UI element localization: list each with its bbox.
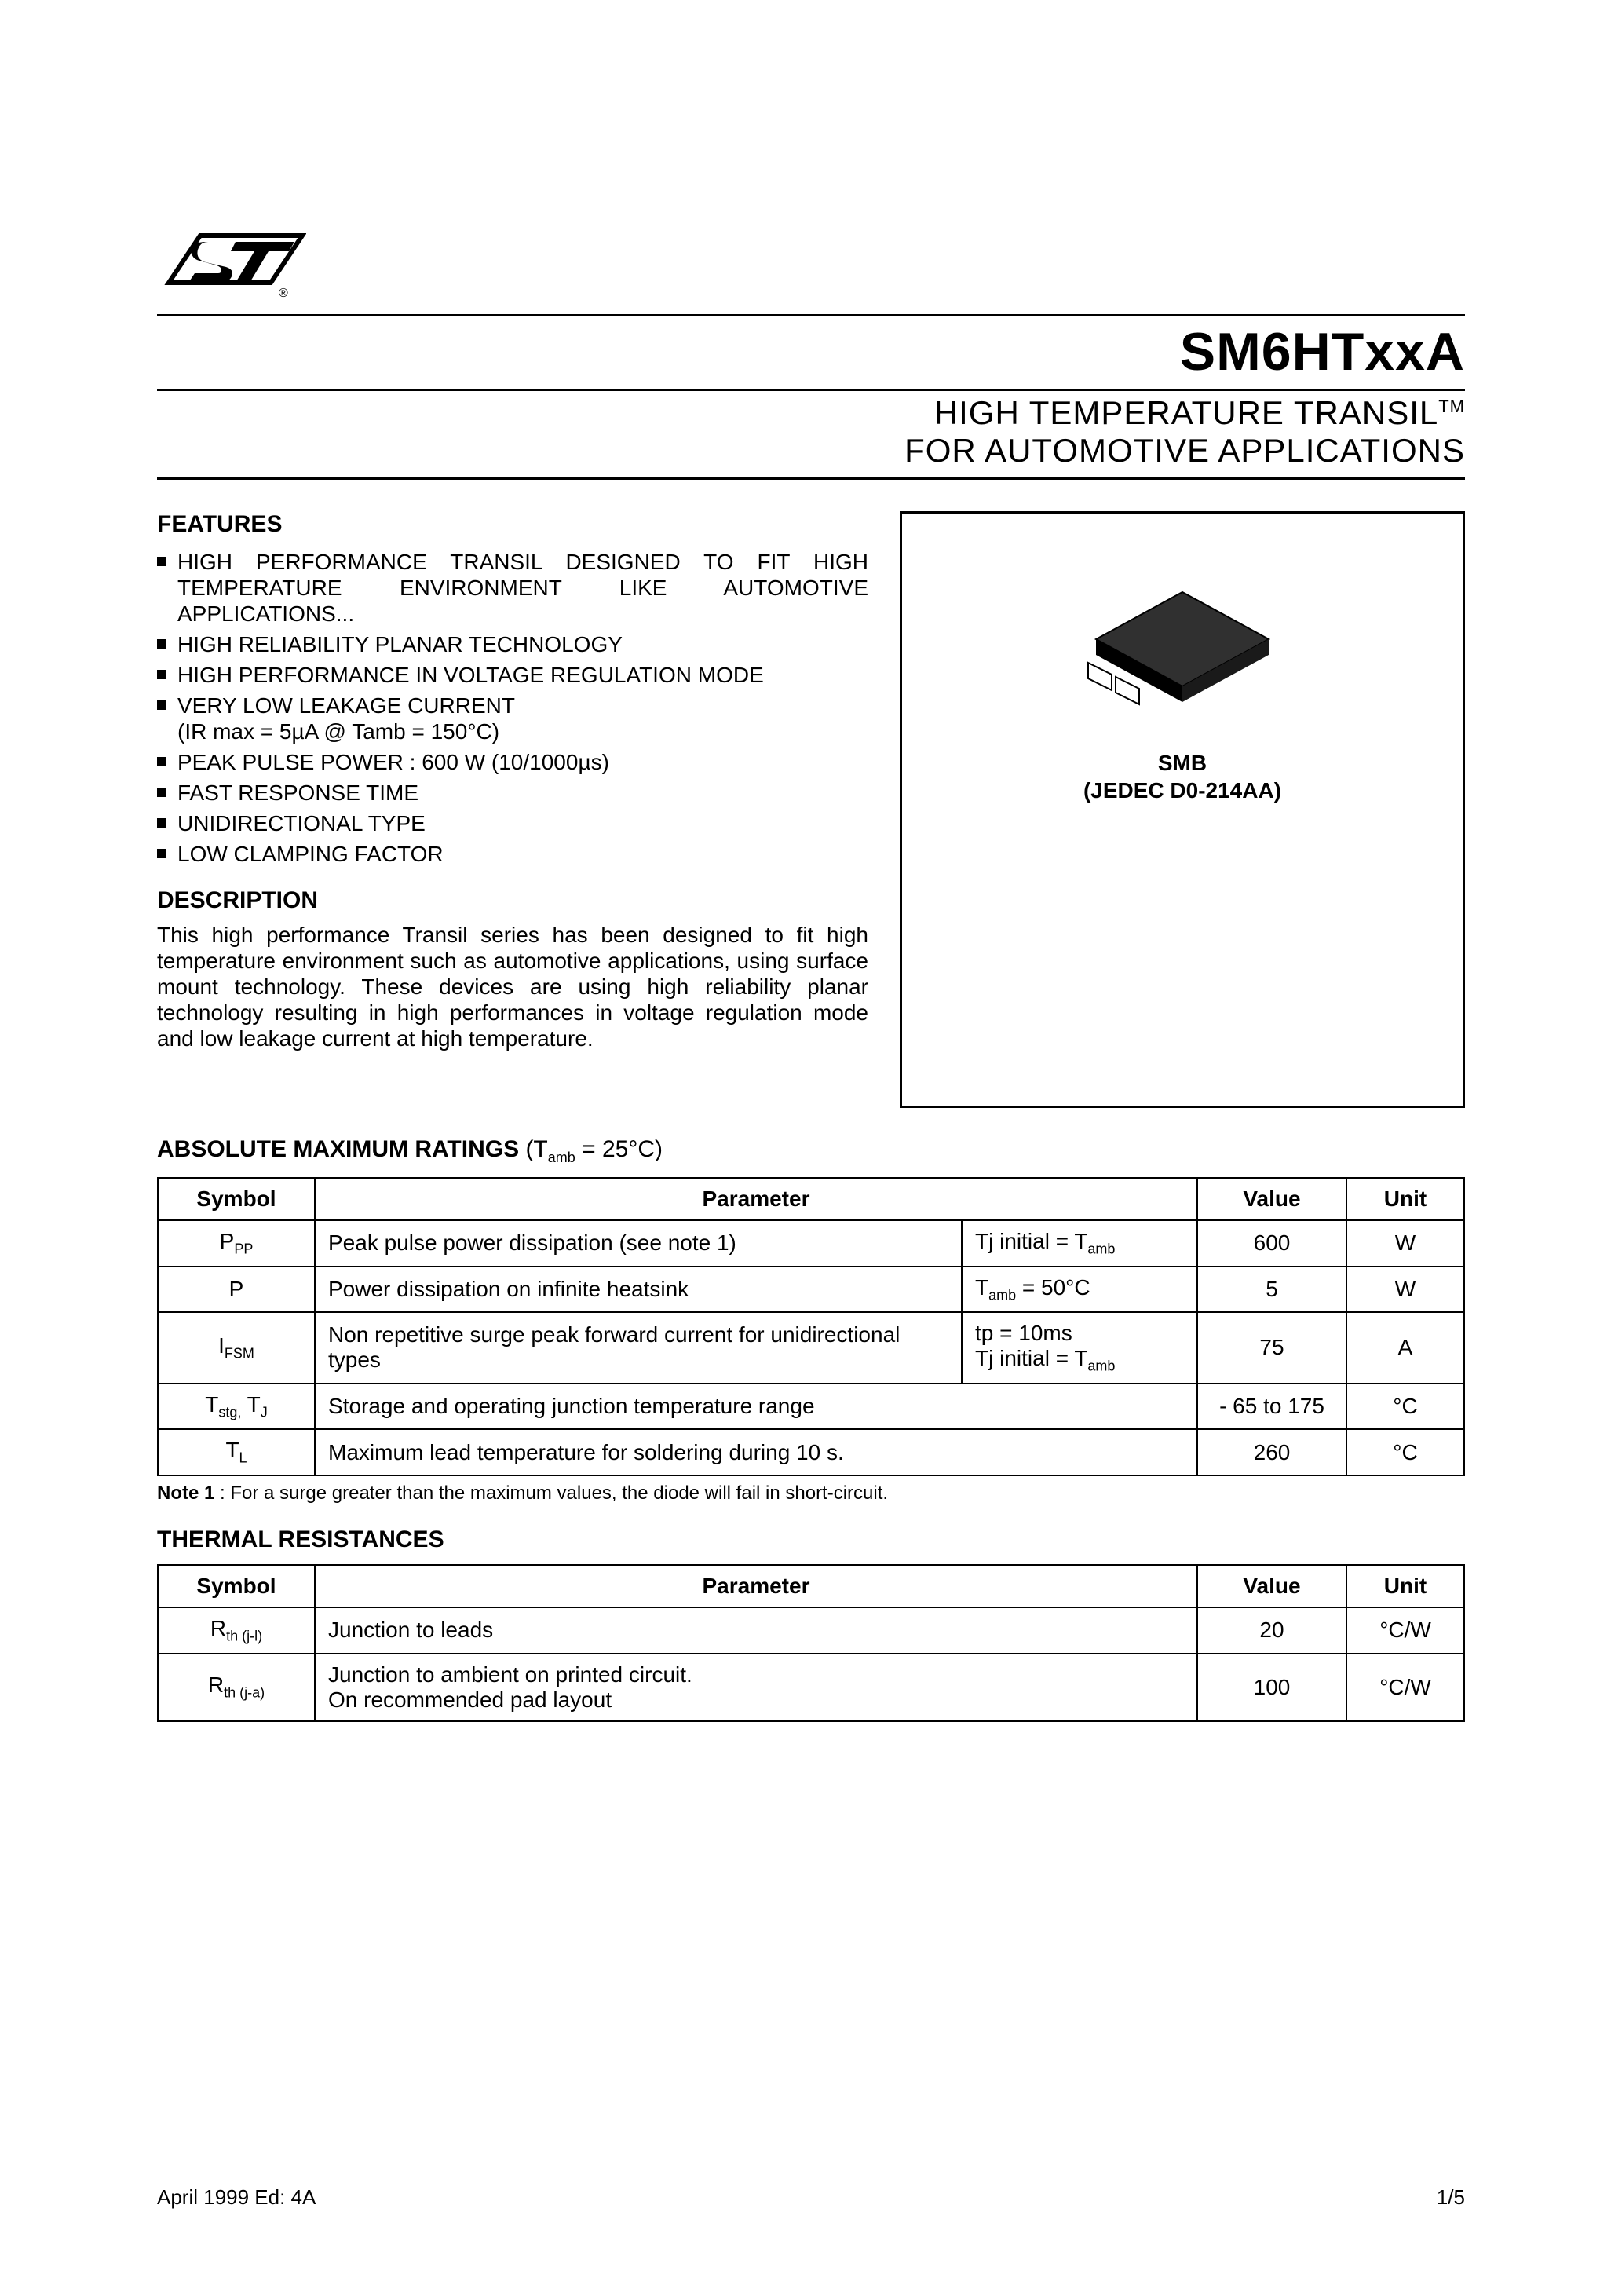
col-symbol: Symbol xyxy=(158,1178,315,1220)
cell-unit: °C xyxy=(1346,1384,1464,1430)
cell-cond: Tamb = 50°C xyxy=(962,1267,1197,1313)
cell-symbol: TL xyxy=(158,1429,315,1475)
part-number: SM6HTxxA xyxy=(157,321,1465,382)
package-name: SMB xyxy=(1083,749,1281,777)
description-heading: DESCRIPTION xyxy=(157,887,868,914)
col-symbol: Symbol xyxy=(158,1565,315,1607)
smb-package-icon xyxy=(1072,576,1292,733)
feature-item: FAST RESPONSE TIME xyxy=(157,780,868,806)
cell-unit: °C/W xyxy=(1346,1607,1464,1654)
cell-value: 600 xyxy=(1197,1220,1346,1267)
cell-param: Storage and operating junction temperatu… xyxy=(315,1384,1197,1430)
cell-param: Non repetitive surge peak forward curren… xyxy=(315,1312,962,1384)
subtitle-text-1: HIGH TEMPERATURE TRANSIL xyxy=(934,394,1438,431)
feature-item: UNIDIRECTIONAL TYPE xyxy=(157,810,868,836)
cell-cond: tp = 10msTj initial = Tamb xyxy=(962,1312,1197,1384)
cell-value: 100 xyxy=(1197,1654,1346,1721)
registered-icon: ® xyxy=(279,287,288,300)
cell-unit: °C/W xyxy=(1346,1654,1464,1721)
table-row: P Power dissipation on infinite heatsink… xyxy=(158,1267,1464,1313)
left-column: FEATURES HIGH PERFORMANCE TRANSIL DESIGN… xyxy=(157,511,868,1108)
feature-item: HIGH PERFORMANCE IN VOLTAGE REGULATION M… xyxy=(157,662,868,688)
cell-symbol: IFSM xyxy=(158,1312,315,1384)
ratings-condition: (Tamb = 25°C) xyxy=(525,1136,663,1162)
feature-item: LOW CLAMPING FACTOR xyxy=(157,841,868,867)
table-header-row: Symbol Parameter Value Unit xyxy=(158,1565,1464,1607)
table-row: TL Maximum lead temperature for solderin… xyxy=(158,1429,1464,1475)
right-column: SMB (JEDEC D0-214AA) xyxy=(900,511,1465,1108)
features-list: HIGH PERFORMANCE TRANSIL DESIGNED TO FIT… xyxy=(157,549,868,867)
feature-text: VERY LOW LEAKAGE CURRENT (IR max = 5µA @… xyxy=(177,693,515,744)
cell-param: Junction to leads xyxy=(315,1607,1197,1654)
table-row: PPP Peak pulse power dissipation (see no… xyxy=(158,1220,1464,1267)
package-box: SMB (JEDEC D0-214AA) xyxy=(900,511,1465,1108)
cell-value: 20 xyxy=(1197,1607,1346,1654)
cell-unit: A xyxy=(1346,1312,1464,1384)
cell-value: - 65 to 175 xyxy=(1197,1384,1346,1430)
thermal-table: Symbol Parameter Value Unit Rth (j-l) Ju… xyxy=(157,1564,1465,1722)
cell-symbol: Rth (j-l) xyxy=(158,1607,315,1654)
cell-symbol: PPP xyxy=(158,1220,315,1267)
logo-block: ® xyxy=(157,228,306,310)
table-header-row: Symbol Parameter Value Unit xyxy=(158,1178,1464,1220)
cell-symbol: P xyxy=(158,1267,315,1313)
ratings-heading-text: ABSOLUTE MAXIMUM RATINGS xyxy=(157,1136,519,1162)
col-value: Value xyxy=(1197,1178,1346,1220)
cell-value: 75 xyxy=(1197,1312,1346,1384)
thermal-heading: THERMAL RESISTANCES xyxy=(157,1526,1465,1553)
package-label: SMB (JEDEC D0-214AA) xyxy=(1083,749,1281,804)
page-footer: April 1999 Ed: 4A 1/5 xyxy=(157,2185,1465,2210)
footer-page: 1/5 xyxy=(1437,2185,1465,2210)
ratings-note: Note 1 : For a surge greater than the ma… xyxy=(157,1483,1465,1504)
ratings-table: Symbol Parameter Value Unit PPP Peak pul… xyxy=(157,1177,1465,1476)
description-text: This high performance Transil series has… xyxy=(157,922,868,1051)
col-parameter: Parameter xyxy=(315,1565,1197,1607)
cell-symbol: Rth (j-a) xyxy=(158,1654,315,1721)
feature-item: HIGH PERFORMANCE TRANSIL DESIGNED TO FIT… xyxy=(157,549,868,627)
package-code: (JEDEC D0-214AA) xyxy=(1083,777,1281,804)
st-logo-icon: ® xyxy=(157,228,306,306)
cell-param-text: Junction to ambient on printed circuit. … xyxy=(328,1662,692,1712)
cell-symbol: Tstg, TJ xyxy=(158,1384,315,1430)
table-row: Rth (j-l) Junction to leads 20 °C/W xyxy=(158,1607,1464,1654)
table-row: Rth (j-a) Junction to ambient on printed… xyxy=(158,1654,1464,1721)
col-unit: Unit xyxy=(1346,1178,1464,1220)
cell-param: Maximum lead temperature for soldering d… xyxy=(315,1429,1197,1475)
table-row: Tstg, TJ Storage and operating junction … xyxy=(158,1384,1464,1430)
cell-unit: °C xyxy=(1346,1429,1464,1475)
cell-param: Junction to ambient on printed circuit. … xyxy=(315,1654,1197,1721)
feature-item: PEAK PULSE POWER : 600 W (10/1000µs) xyxy=(157,749,868,775)
footer-date: April 1999 Ed: 4A xyxy=(157,2185,316,2210)
cell-unit: W xyxy=(1346,1220,1464,1267)
trademark-symbol: TM xyxy=(1438,397,1465,416)
feature-item: VERY LOW LEAKAGE CURRENT (IR max = 5µA @… xyxy=(157,693,868,744)
col-value: Value xyxy=(1197,1565,1346,1607)
subtitle-line2: FOR AUTOMOTIVE APPLICATIONS xyxy=(157,432,1465,470)
col-unit: Unit xyxy=(1346,1565,1464,1607)
cell-param: Power dissipation on infinite heatsink xyxy=(315,1267,962,1313)
subtitle-line1: HIGH TEMPERATURE TRANSILTM xyxy=(157,389,1465,432)
col-parameter: Parameter xyxy=(315,1178,1197,1220)
ratings-heading: ABSOLUTE MAXIMUM RATINGS (Tamb = 25°C) xyxy=(157,1136,1465,1166)
cell-param: Peak pulse power dissipation (see note 1… xyxy=(315,1220,962,1267)
cell-unit: W xyxy=(1346,1267,1464,1313)
cell-cond: Tj initial = Tamb xyxy=(962,1220,1197,1267)
feature-item: HIGH RELIABILITY PLANAR TECHNOLOGY xyxy=(157,631,868,657)
content-row: FEATURES HIGH PERFORMANCE TRANSIL DESIGN… xyxy=(157,511,1465,1108)
table-row: IFSM Non repetitive surge peak forward c… xyxy=(158,1312,1464,1384)
features-heading: FEATURES xyxy=(157,511,868,538)
cell-value: 5 xyxy=(1197,1267,1346,1313)
header-block: SM6HTxxA HIGH TEMPERATURE TRANSILTM FOR … xyxy=(157,314,1465,480)
cell-value: 260 xyxy=(1197,1429,1346,1475)
